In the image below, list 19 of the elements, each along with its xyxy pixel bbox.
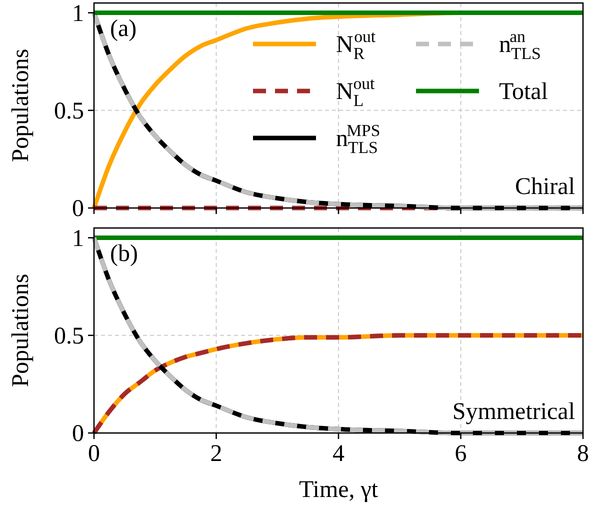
y-tick-label: 1 (72, 0, 84, 27)
y-tick-label: 0 (72, 421, 84, 447)
x-axis-title: Time, γt (298, 477, 378, 503)
y-tick-label: 0.5 (54, 323, 84, 350)
annotation: Chiral (515, 174, 576, 200)
y-tick-label: 0.5 (54, 98, 84, 124)
y-tick-label: 1 (72, 226, 84, 252)
annotation: Symmetrical (452, 399, 576, 425)
legend-label: Total (499, 79, 548, 105)
y-tick-label: 0 (72, 196, 84, 222)
x-tick-label: 2 (210, 441, 222, 467)
x-tick-label: 6 (454, 441, 467, 467)
x-tick-label: 0 (88, 441, 100, 467)
x-tick-label: 8 (577, 441, 589, 467)
annotation: (a) (110, 16, 137, 42)
y-axis-title: Populations (8, 48, 34, 162)
annotation: (b) (110, 241, 138, 267)
y-axis-title: Populations (8, 274, 34, 388)
x-tick-label: 4 (332, 441, 344, 467)
